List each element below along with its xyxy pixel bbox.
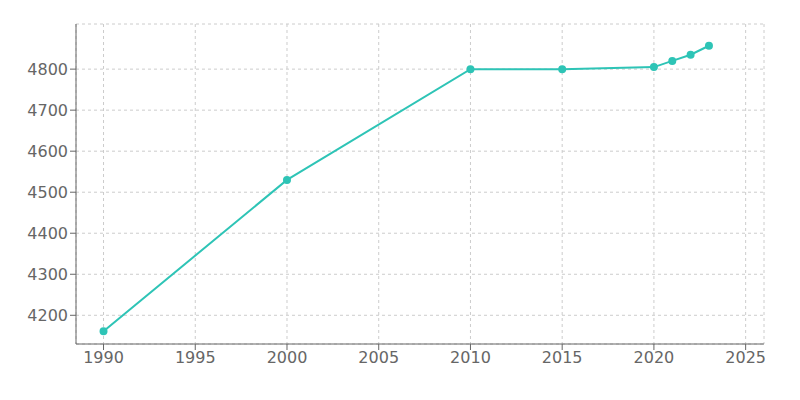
svg-text:4200: 4200 (27, 306, 68, 325)
svg-text:2025: 2025 (725, 348, 766, 367)
svg-text:1995: 1995 (175, 348, 216, 367)
svg-text:4600: 4600 (27, 142, 68, 161)
svg-text:2020: 2020 (634, 348, 675, 367)
svg-text:2015: 2015 (542, 348, 583, 367)
svg-text:4700: 4700 (27, 101, 68, 120)
svg-text:4300: 4300 (27, 265, 68, 284)
svg-text:4800: 4800 (27, 60, 68, 79)
svg-text:4400: 4400 (27, 224, 68, 243)
svg-text:4500: 4500 (27, 183, 68, 202)
svg-text:1990: 1990 (83, 348, 124, 367)
svg-text:2000: 2000 (267, 348, 308, 367)
svg-text:2005: 2005 (358, 348, 399, 367)
svg-text:2010: 2010 (450, 348, 491, 367)
